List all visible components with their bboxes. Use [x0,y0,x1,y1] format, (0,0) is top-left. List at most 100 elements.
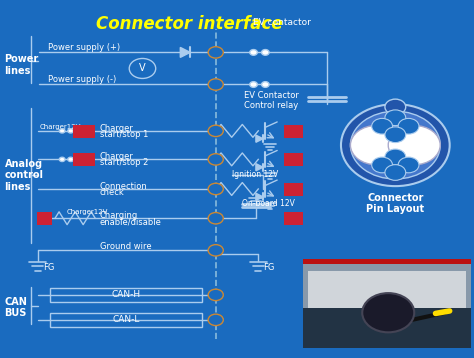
Bar [308,271,466,308]
Circle shape [68,129,73,133]
Circle shape [68,157,73,161]
Text: 4: 4 [393,132,398,138]
Bar [50,313,201,327]
Circle shape [262,82,269,87]
Text: 2: 2 [406,123,411,129]
Circle shape [385,127,406,142]
Text: 3: 3 [213,155,219,164]
Text: 9: 9 [213,315,219,324]
Text: Charger12V: Charger12V [39,124,81,130]
Circle shape [341,104,450,186]
Text: 8: 8 [406,163,411,168]
Text: start/stop 2: start/stop 2 [100,159,148,168]
Bar [303,308,471,348]
Text: start/stop 1: start/stop 1 [100,130,148,139]
FancyBboxPatch shape [284,212,303,225]
Text: Charging: Charging [100,211,138,220]
Text: EV contactor: EV contactor [253,18,311,26]
Text: Connector interface: Connector interface [96,15,283,33]
Circle shape [208,154,223,165]
FancyBboxPatch shape [284,125,303,137]
Circle shape [385,99,406,115]
Circle shape [208,245,223,256]
FancyBboxPatch shape [73,153,95,166]
Text: Charger: Charger [100,124,134,132]
Circle shape [250,82,257,87]
Text: 1: 1 [213,246,219,255]
Circle shape [208,213,223,224]
Bar [50,288,201,302]
Circle shape [350,126,402,165]
Text: check: check [100,188,125,197]
Circle shape [385,165,406,180]
Circle shape [350,111,440,179]
Circle shape [208,289,223,301]
Circle shape [372,157,392,173]
Text: CAN-L: CAN-L [112,315,140,324]
FancyBboxPatch shape [73,125,95,137]
Text: 9: 9 [380,163,384,168]
Text: d1: d1 [78,127,90,136]
Text: k: k [291,214,296,223]
Text: enable/disable: enable/disable [100,217,162,226]
Text: Power supply (-): Power supply (-) [48,75,116,84]
Text: On-board 12V: On-board 12V [242,199,295,208]
FancyBboxPatch shape [37,212,52,225]
Text: V: V [139,63,146,73]
Text: j: j [43,214,46,223]
Text: 7: 7 [393,154,398,159]
Text: 10: 10 [391,170,400,175]
Text: Charger12V: Charger12V [67,209,108,215]
Text: 7: 7 [213,184,219,193]
Text: 4: 4 [213,214,219,223]
Polygon shape [256,193,263,200]
Text: 2: 2 [213,126,219,135]
Text: 5: 5 [213,80,219,89]
Text: 1: 1 [393,115,398,121]
Polygon shape [180,47,190,57]
Bar [303,263,471,348]
Circle shape [59,129,65,133]
Text: 5: 5 [408,136,421,155]
Circle shape [208,183,223,195]
Text: CAN-H: CAN-H [111,290,140,299]
Circle shape [213,248,219,252]
Text: Analog
control
lines: Analog control lines [4,159,44,192]
Circle shape [208,125,223,136]
Text: 6: 6 [213,48,219,57]
Text: Power
lines: Power lines [4,54,39,76]
Text: 8: 8 [213,290,219,299]
Text: f: f [291,126,295,136]
Text: Connection: Connection [100,182,148,190]
Text: FG: FG [43,263,55,272]
FancyBboxPatch shape [284,183,303,196]
Polygon shape [256,135,263,142]
Text: g: g [290,155,297,165]
Text: FG: FG [263,263,274,272]
Circle shape [250,49,257,55]
Circle shape [372,118,392,134]
Circle shape [398,157,419,173]
Circle shape [362,293,414,332]
Circle shape [208,47,223,58]
Text: d2: d2 [78,155,90,164]
Text: CAN
BUS: CAN BUS [4,296,27,318]
Circle shape [208,79,223,90]
Text: 3: 3 [380,123,384,129]
Circle shape [262,49,269,55]
Polygon shape [256,164,263,171]
Circle shape [385,149,406,165]
Circle shape [398,118,419,134]
Circle shape [59,157,65,161]
Text: Charger: Charger [100,152,134,161]
Text: 6: 6 [370,136,383,155]
Text: h: h [290,184,297,194]
Text: Ignition 12V: Ignition 12V [232,170,279,179]
Text: Ground wire: Ground wire [100,242,152,251]
Circle shape [385,110,406,126]
Text: Connector
Pin Layout: Connector Pin Layout [366,193,424,214]
Text: EV Contactor
Control relay: EV Contactor Control relay [244,91,299,110]
Bar [303,258,471,263]
Text: Power supply (+): Power supply (+) [48,43,120,52]
Circle shape [208,314,223,325]
